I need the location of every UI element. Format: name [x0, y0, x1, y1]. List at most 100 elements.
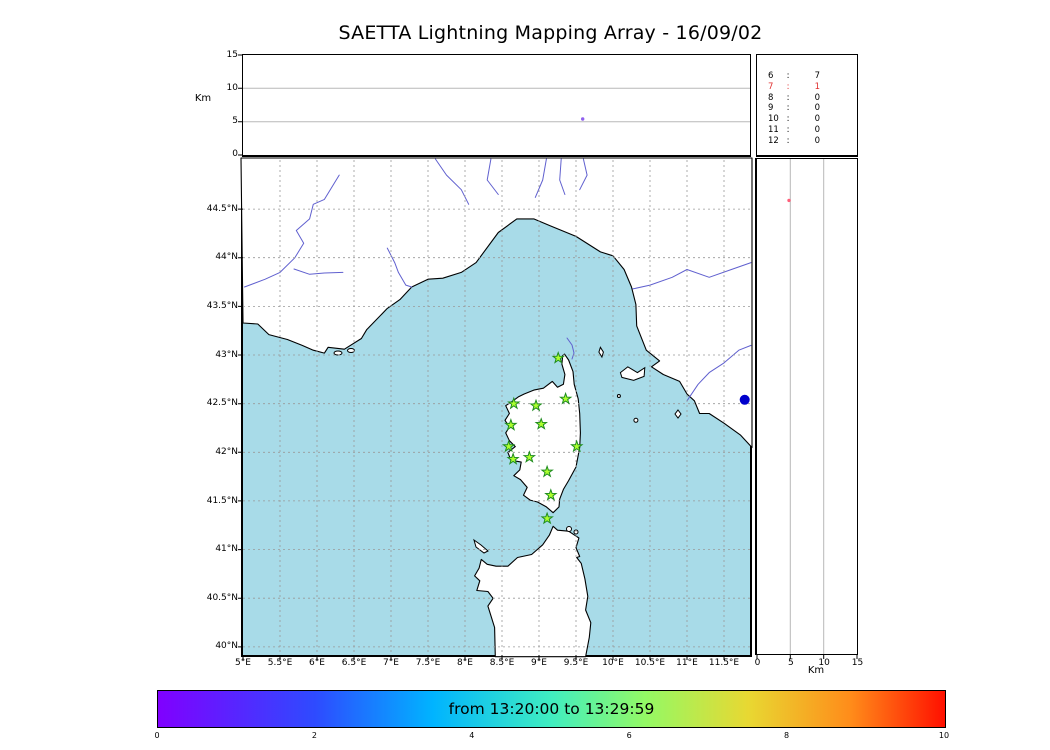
source-count-value: 0 [814, 114, 820, 125]
altitude-latitude-panel [755, 158, 858, 659]
km-gridlines [789, 159, 825, 654]
lma-station-marker [551, 350, 565, 364]
sea-contour-line [566, 337, 575, 360]
colorbar-tick-label: 2 [311, 731, 317, 740]
latitude-tick-label: 43.5°N [206, 300, 238, 311]
river-taro [579, 158, 588, 191]
latitude-tick-label: 41°N [215, 544, 238, 555]
longitude-tick-label: 8.5°E [489, 658, 515, 668]
altitude-tick-label: 15 [226, 49, 238, 60]
colon-separator: : [786, 103, 790, 114]
figure-title: SAETTA Lightning Mapping Array - 16/09/0… [338, 22, 763, 44]
river-scrivia [534, 158, 547, 198]
longitude-tick-label: 6°E [309, 658, 325, 668]
source-count-value: 0 [814, 124, 820, 135]
lma-station-marker [534, 417, 549, 430]
colon-separator: : [786, 124, 790, 135]
longitude-tick-label: 11.5°E [708, 658, 740, 668]
map-panel [238, 157, 753, 660]
station-count-row: 7: 1 [757, 82, 857, 93]
lma-station-marker [540, 464, 554, 478]
longitude-tick-label: 10°E [602, 658, 624, 668]
colorbar-tick-label: 4 [469, 731, 475, 740]
altitude-longitude-plot [238, 54, 750, 156]
side-km-tick-label: 10 [818, 658, 830, 668]
longitude-tick-label: 10.5°E [634, 658, 666, 668]
longitude-tick-label: 6.5°E [341, 658, 367, 668]
longitude-tick-label: 9.5°E [563, 658, 589, 668]
hyeres-island [333, 350, 343, 356]
river-trebbia [559, 158, 566, 195]
mainland-coastline [240, 157, 753, 449]
latitude-tick-label: 44°N [215, 252, 238, 263]
lma-stations-layer [501, 350, 584, 525]
station-count-label: 7 [768, 81, 774, 92]
map-bottom-axis-ticks [242, 655, 725, 660]
alt-lon-sources-layer [581, 117, 585, 121]
colon-separator: : [786, 71, 790, 81]
station-count-label: 6 [768, 71, 774, 81]
latitude-tick-label: 41.5°N [206, 495, 238, 506]
lma-station-marker [506, 452, 520, 465]
colon-separator: : [786, 135, 790, 146]
sardinia-island [474, 525, 592, 658]
maddalena-island [566, 526, 572, 532]
longitude-tick-label: 7.5°E [415, 658, 441, 668]
altitude-gridlines [243, 87, 750, 123]
lma-station-marker [501, 439, 516, 453]
station-count-label: 11 [768, 124, 779, 135]
station-count-panel: 6: 7 7: 1 8: 0 9: 0 10: 0 11: 0 12: 0 [756, 54, 858, 157]
river-verdon [293, 268, 344, 275]
altitude-tick-label: 5 [232, 116, 238, 127]
altitude-latitude-plot [756, 159, 858, 659]
station-count-row: 12: 0 [757, 136, 857, 147]
longitude-tick-label: 9°E [531, 658, 547, 668]
station-count-row: 6: 7 [757, 71, 857, 82]
rivers [244, 158, 752, 402]
capraia-island [598, 346, 604, 359]
longitude-tick-label: 5°E [235, 658, 251, 668]
hyeres-island [347, 348, 355, 353]
time-colorbar: from 13:20:00 to 13:29:59 [157, 690, 946, 728]
longitude-tick-label: 8°E [457, 658, 473, 668]
river-bormida [486, 158, 499, 195]
colon-separator: : [786, 114, 790, 125]
side-km-tick-label: 0 [754, 658, 761, 668]
latitude-tick-label: 40.5°N [206, 592, 238, 603]
lightning-source-dot [787, 198, 791, 203]
station-count-table: 6: 7 7: 1 8: 0 9: 0 10: 0 11: 0 12: 0 [757, 55, 857, 147]
longitude-tick-label: 11°E [676, 658, 698, 668]
lma-station-marker [504, 418, 518, 431]
longitude-tick-label: 7°E [383, 658, 399, 668]
map-left-axis-ticks [238, 208, 243, 648]
side-km-axis-label: Km [807, 665, 825, 676]
colorbar-tick-label: 6 [626, 731, 632, 740]
map-plot [238, 157, 753, 660]
latitude-tick-label: 43°N [215, 349, 238, 360]
river-var [386, 247, 413, 288]
lma-station-marker [522, 450, 537, 463]
side-km-tick-label: 5 [787, 658, 794, 668]
altitude-tick-label: 10 [226, 82, 238, 93]
source-count-value: 1 [814, 81, 820, 92]
colorbar-tick-label: 10 [938, 731, 950, 740]
latitude-tick-label: 40°N [215, 641, 238, 652]
lma-station-marker [529, 398, 543, 412]
station-count-row: 11: 0 [757, 125, 857, 136]
source-count-value: 0 [814, 92, 820, 103]
source-count-value: 0 [814, 135, 820, 146]
lightning-source-dot [581, 117, 585, 121]
source-count-value: 0 [814, 103, 820, 114]
lma-station-marker [540, 511, 554, 525]
altitude-axis-label: Km [194, 93, 212, 104]
giglio-island [674, 409, 682, 419]
map-sources-layer [739, 394, 750, 405]
latitude-tick-label: 44.5°N [206, 203, 238, 214]
altitude-tick-label: 0 [232, 149, 238, 160]
colorbar-tick-label: 8 [784, 731, 790, 740]
lightning-source-dot [739, 394, 750, 405]
lma-station-marker [558, 391, 573, 405]
km-axis-ticks [756, 654, 858, 659]
altitude-axis-ticks [238, 54, 243, 156]
